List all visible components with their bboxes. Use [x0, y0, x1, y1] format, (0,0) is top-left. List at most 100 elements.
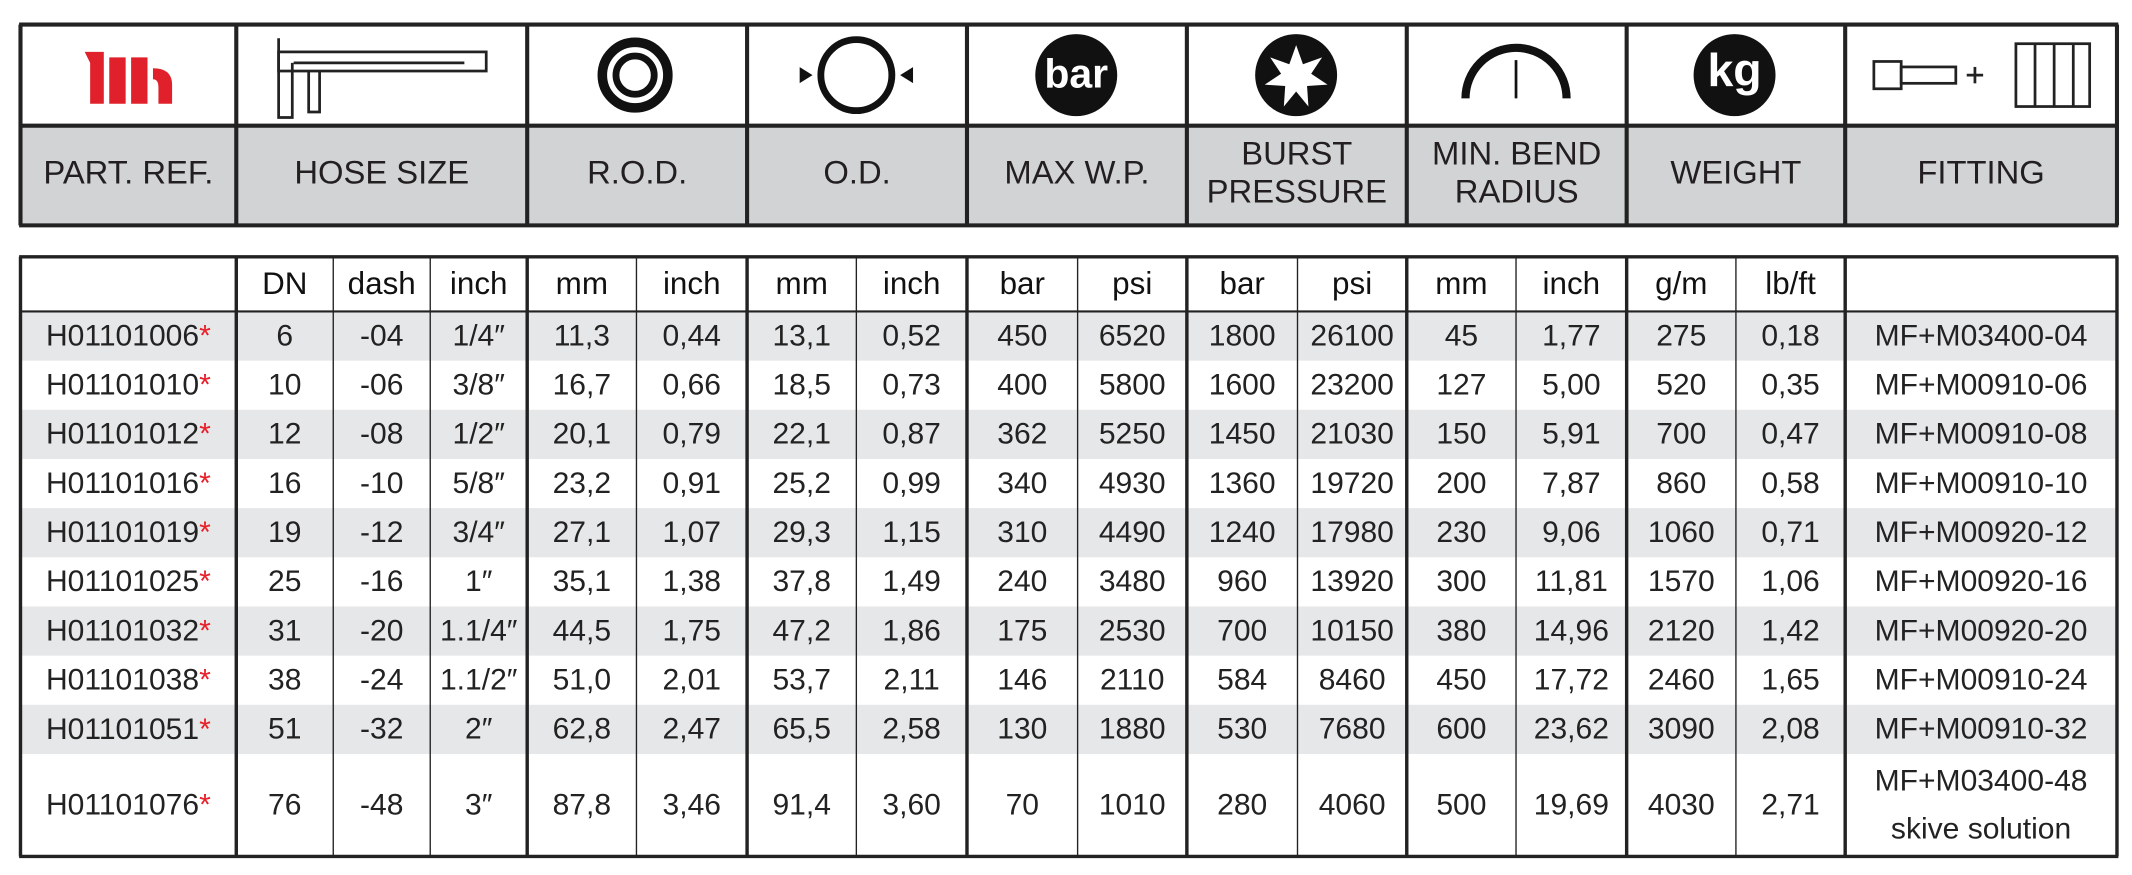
table-cell: 700	[1217, 614, 1267, 647]
table-cell: 1″	[465, 565, 493, 598]
table-cell: -48	[360, 789, 403, 822]
table-cell: 0,91	[663, 467, 721, 500]
table-cell: 10	[268, 368, 301, 401]
column-header: MIN. BEND	[1432, 134, 1601, 171]
table-cell: 87,8	[553, 789, 611, 822]
table-cell: 1880	[1099, 713, 1166, 746]
column-header: MAX W.P.	[1004, 153, 1149, 190]
table-cell: 3090	[1648, 713, 1715, 746]
table-cell: 300	[1436, 565, 1486, 598]
table-cell: 340	[997, 467, 1047, 500]
table-cell: 0,18	[1761, 319, 1819, 352]
table-cell: 76	[268, 789, 301, 822]
table-cell: skive solution	[1891, 812, 2071, 845]
table-cell: 47,2	[772, 614, 830, 647]
table-cell: 12	[268, 418, 301, 451]
table-cell: 16	[268, 467, 301, 500]
table-cell: 200	[1436, 467, 1486, 500]
table-cell: 1/2″	[453, 418, 506, 451]
table-cell: 1010	[1099, 789, 1166, 822]
part-number: H01101010	[46, 368, 199, 401]
part-number: H01101012	[46, 418, 199, 451]
table-cell: 11,3	[554, 319, 610, 352]
burst-icon	[1255, 34, 1338, 117]
table-cell: 450	[997, 319, 1047, 352]
table-cell: 0,71	[1761, 516, 1819, 549]
table-cell: 8460	[1319, 664, 1386, 697]
column-header: R.O.D.	[587, 153, 687, 190]
table-cell: MF+M03400-04	[1875, 319, 2088, 352]
table-cell: 1.1/2″	[440, 664, 518, 697]
table-cell: 0,87	[882, 418, 940, 451]
unit-header: DN	[262, 266, 307, 301]
table-cell: 3/8″	[453, 368, 506, 401]
table-cell: -06	[360, 368, 403, 401]
unit-header: inch	[663, 266, 721, 301]
table-cell: 31	[268, 614, 301, 647]
table-cell: 1,42	[1761, 614, 1819, 647]
unit-header: g/m	[1655, 266, 1707, 301]
table-cell: 175	[997, 614, 1047, 647]
od-icon	[799, 36, 914, 115]
table-cell: 0,73	[882, 368, 940, 401]
table-cell: 5250	[1099, 418, 1166, 451]
table-cell: -12	[360, 516, 403, 549]
table-cell: 5,00	[1542, 368, 1600, 401]
table-cell: 240	[997, 565, 1047, 598]
row-shade	[20, 606, 2117, 656]
table-cell: 19,69	[1534, 789, 1609, 822]
table-cell: -24	[360, 664, 403, 697]
table-cell: 400	[997, 368, 1047, 401]
column-header: BURST	[1241, 134, 1352, 171]
table-cell: 2460	[1648, 664, 1715, 697]
table-cell: 38	[268, 664, 301, 697]
unit-header: inch	[1543, 266, 1601, 301]
table-cell: 3,46	[663, 789, 721, 822]
table-cell: 7680	[1319, 713, 1386, 746]
table-cell: 2,71	[1761, 789, 1819, 822]
table-cell: 1,07	[663, 516, 721, 549]
table-cell: 17980	[1310, 516, 1394, 549]
part-number: H01101016	[46, 467, 199, 500]
part-number: H01101038	[46, 664, 199, 697]
table-cell: 600	[1436, 713, 1486, 746]
table-cell: 0,35	[1761, 368, 1819, 401]
table-cell: 2,47	[663, 713, 721, 746]
table-cell: 19	[268, 516, 301, 549]
table-cell: 1,77	[1542, 319, 1600, 352]
table-cell: 0,58	[1761, 467, 1819, 500]
table-cell: 6	[276, 319, 293, 352]
table-cell: 860	[1656, 467, 1706, 500]
table-cell: 1060	[1648, 516, 1715, 549]
part-ref: H01101032*	[46, 614, 211, 647]
table-cell: 280	[1217, 789, 1267, 822]
unit-header: dash	[348, 266, 416, 301]
table-cell: 51,0	[553, 664, 611, 697]
table-cell: 150	[1436, 418, 1486, 451]
table-cell: MF+M03400-48	[1875, 765, 2088, 798]
table-cell: 3480	[1099, 565, 1166, 598]
asterisk: *	[199, 713, 211, 746]
table-cell: 1,49	[882, 565, 940, 598]
part-number: H01101051	[46, 713, 199, 746]
unit-header: mm	[556, 266, 608, 301]
table-cell: 9,06	[1542, 516, 1600, 549]
table-cell: 70	[1006, 789, 1039, 822]
bend-icon	[1461, 43, 1571, 99]
table-cell: -20	[360, 614, 403, 647]
table-cell: 0,44	[663, 319, 721, 352]
asterisk: *	[199, 368, 211, 401]
part-ref: H01101038*	[46, 664, 211, 697]
table-cell: 2,01	[663, 664, 721, 697]
column-header: PRESSURE	[1207, 173, 1387, 210]
asterisk: *	[199, 418, 211, 451]
table-cell: 1/4″	[453, 319, 506, 352]
table-cell: -10	[360, 467, 403, 500]
table-cell: 25,2	[772, 467, 830, 500]
table-cell: 1.1/4″	[440, 614, 518, 647]
table-cell: 700	[1656, 418, 1706, 451]
table-cell: -04	[360, 319, 403, 352]
asterisk: *	[199, 664, 211, 697]
table-cell: MF+M00910-32	[1875, 713, 2088, 746]
